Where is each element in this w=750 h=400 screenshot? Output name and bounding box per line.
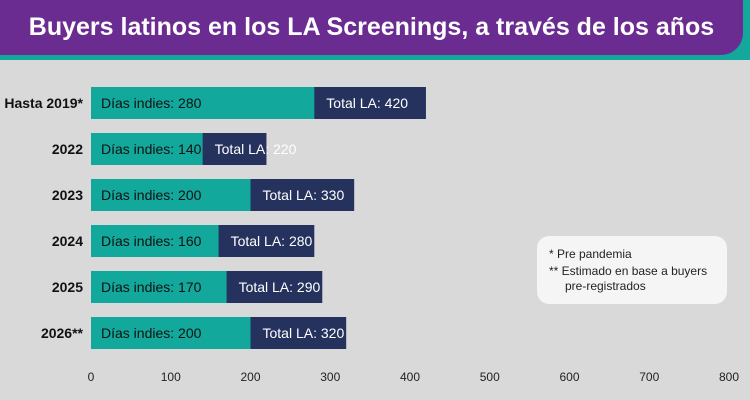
bar-indies-2024	[91, 225, 219, 257]
title-background	[0, 0, 743, 55]
bar-indies-2025	[91, 271, 227, 303]
x-tick-label-700: 700	[639, 370, 659, 384]
data-label-total-2025: Total LA: 290	[239, 279, 321, 295]
data-label-total-2022: Total LA: 220	[215, 141, 297, 157]
note-pre-registrados: pre-registrados	[565, 279, 646, 293]
note-estimado: ** Estimado en base a buyers	[549, 264, 708, 278]
data-label-total-2023: Total LA: 330	[263, 187, 345, 203]
data-label-indies-hasta-2019: Días indies: 280	[101, 95, 202, 111]
data-label-total-hasta-2019: Total LA: 420	[326, 95, 408, 111]
category-label-2022: 2022	[52, 141, 83, 157]
data-label-total-2024: Total LA: 280	[231, 233, 313, 249]
data-label-indies-2026: Días indies: 200	[101, 325, 202, 341]
data-label-indies-2025: Días indies: 170	[101, 279, 202, 295]
bar-indies-2022	[91, 133, 203, 165]
x-tick-label-600: 600	[559, 370, 579, 384]
x-tick-label-200: 200	[240, 370, 260, 384]
x-tick-label-400: 400	[400, 370, 420, 384]
data-label-indies-2022: Días indies: 140	[101, 141, 202, 157]
data-label-indies-2023: Días indies: 200	[101, 187, 202, 203]
x-tick-label-0: 0	[88, 370, 95, 384]
category-label-hasta-2019: Hasta 2019*	[4, 95, 83, 111]
category-label-2024: 2024	[52, 233, 83, 249]
title-bar: Buyers latinos en los LA Screenings, a t…	[0, 0, 750, 60]
chart-title: Buyers latinos en los LA Screenings, a t…	[28, 13, 715, 41]
x-tick-label-300: 300	[320, 370, 340, 384]
data-label-total-2026: Total LA: 320	[263, 325, 345, 341]
data-label-indies-2024: Días indies: 160	[101, 233, 202, 249]
category-label-2023: 2023	[52, 187, 83, 203]
notes-box: * Pre pandemia ** Estimado en base a buy…	[537, 236, 727, 304]
bar-indies-2026	[91, 317, 251, 349]
bar-indies-2023	[91, 179, 251, 211]
note-pre-pandemia: * Pre pandemia	[549, 247, 632, 261]
x-tick-label-100: 100	[161, 370, 181, 384]
category-label-2026: 2026**	[41, 325, 84, 341]
category-label-2025: 2025	[52, 279, 83, 295]
x-tick-label-500: 500	[480, 370, 500, 384]
x-tick-label-800: 800	[719, 370, 739, 384]
bar-indies-hasta-2019	[91, 87, 315, 119]
